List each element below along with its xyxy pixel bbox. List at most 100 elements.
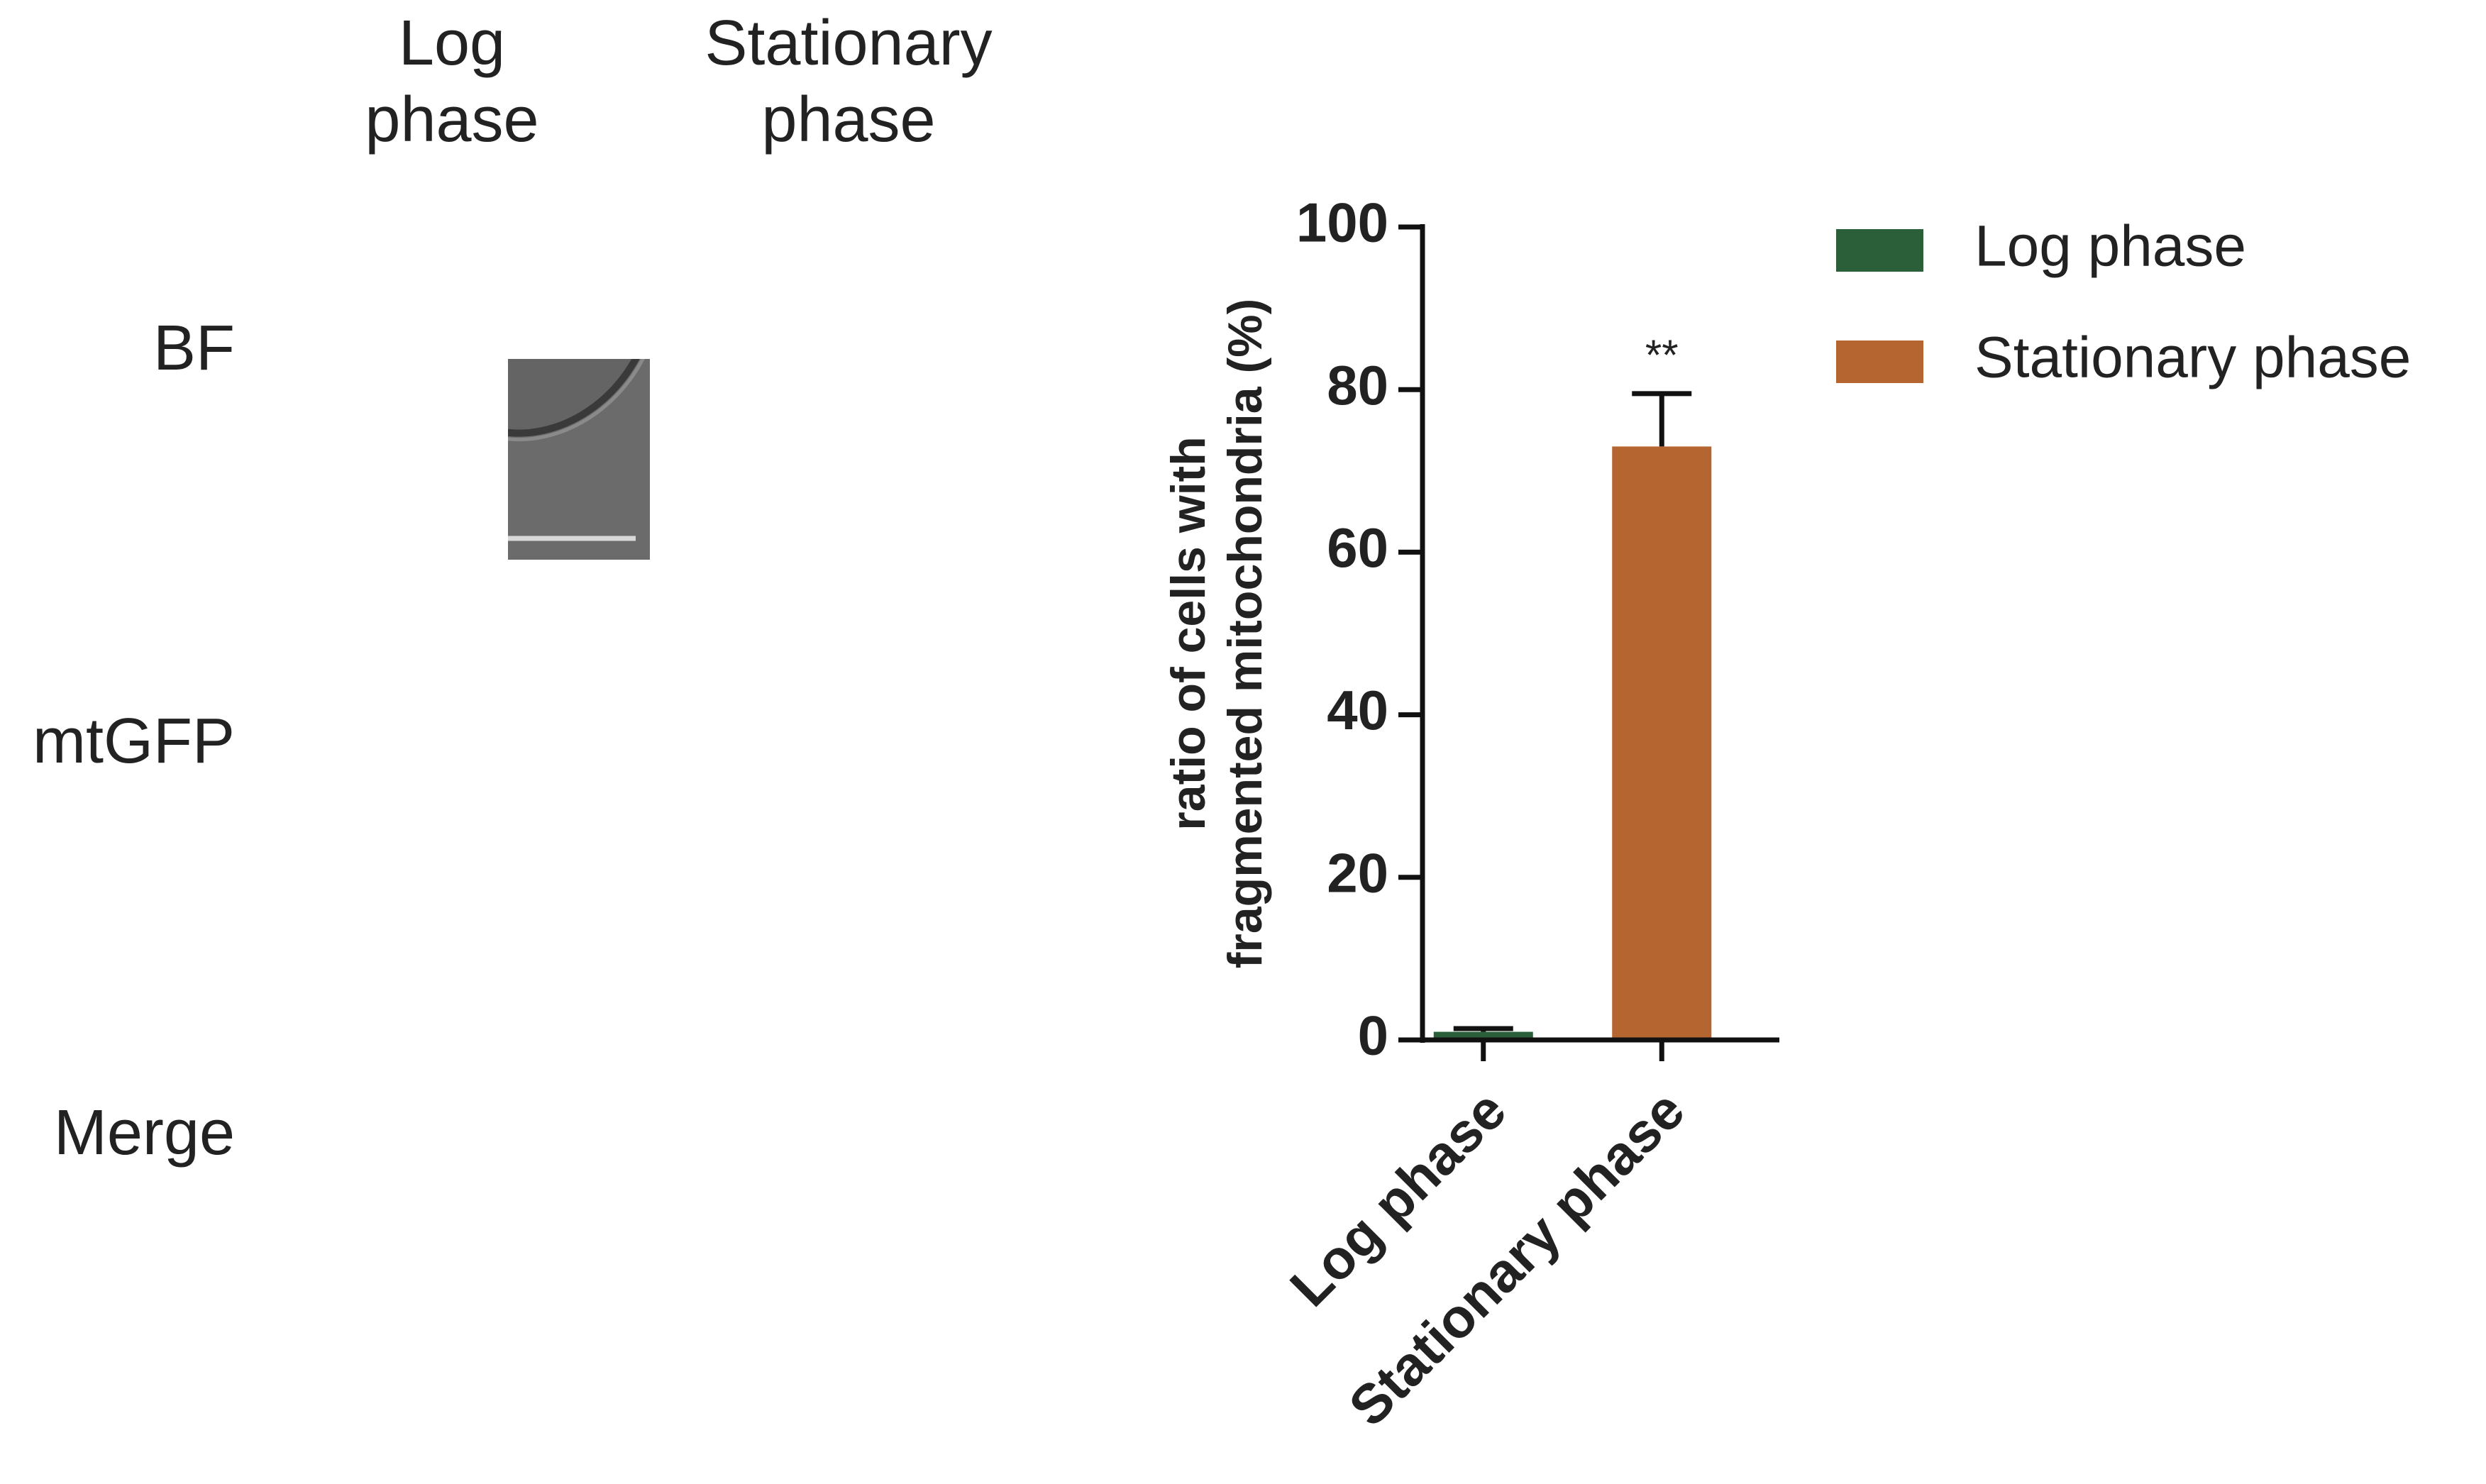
- mito-dot: [859, 739, 867, 747]
- mito-dot: [738, 781, 747, 790]
- mito-dot: [756, 816, 771, 831]
- mito-dot: [994, 633, 1007, 646]
- mito-dot: [922, 753, 937, 768]
- mito-dot: [983, 1013, 996, 1026]
- mito-dot: [988, 650, 996, 659]
- mito-dot: [905, 1048, 915, 1058]
- mito-dot: [857, 696, 872, 711]
- mito-dot: [930, 991, 944, 1005]
- mito-dot: [741, 780, 753, 792]
- mito-dot: [914, 575, 927, 589]
- mito-dot: [956, 1039, 967, 1051]
- mito-dot: [835, 1246, 850, 1261]
- mito-dot: [849, 641, 858, 650]
- mito-dot: [705, 1224, 714, 1234]
- mito-dot: [961, 1015, 971, 1025]
- mito-dot: [973, 677, 980, 685]
- mito-dot: [681, 1196, 690, 1205]
- mito-dot: [917, 602, 930, 615]
- mito-dot: [767, 848, 775, 855]
- mito-dot: [786, 882, 799, 895]
- mito-dot: [928, 1089, 941, 1102]
- mito-dot: [852, 664, 865, 677]
- mito-dot: [976, 749, 988, 760]
- cell-outline: [822, 179, 1034, 392]
- mito-dot: [1002, 699, 1015, 711]
- mito-dot: [728, 1236, 739, 1248]
- mito-dot: [691, 805, 704, 818]
- mito-dot: [886, 723, 897, 734]
- mito-dot: [789, 1280, 800, 1291]
- cell-outline: [270, 1178, 460, 1343]
- mito-dot: [701, 890, 710, 899]
- mito-dot: [775, 1231, 789, 1246]
- mito-dot: [979, 995, 991, 1007]
- mito-dot: [766, 821, 775, 831]
- mito-dot: [988, 610, 1003, 626]
- mito-dot: [984, 1070, 995, 1080]
- mito-dot: [951, 1082, 959, 1089]
- mito-dot: [850, 708, 863, 721]
- mito-dot: [900, 1080, 910, 1090]
- mito-dot: [819, 1194, 832, 1207]
- mito-dot: [692, 1202, 704, 1214]
- mito-dot: [942, 629, 952, 638]
- mito-dot: [991, 1024, 1005, 1038]
- mito-dot: [937, 697, 946, 706]
- mito-dot: [881, 711, 895, 725]
- mito-dot: [840, 854, 849, 863]
- mito-dot: [747, 929, 761, 943]
- mito-dot: [776, 776, 788, 788]
- mito-dot: [884, 685, 897, 697]
- mito-dot: [786, 768, 800, 781]
- mito-dot: [824, 833, 833, 842]
- mito-dot: [773, 780, 787, 794]
- mito-dot: [822, 828, 834, 840]
- mito-dot: [935, 1042, 947, 1054]
- mito-dot: [952, 982, 960, 990]
- mito-dot: [768, 1165, 780, 1178]
- mito-dot: [832, 858, 844, 870]
- mito-dot: [736, 910, 750, 924]
- mito-dot: [975, 1110, 985, 1121]
- mito-dot: [946, 692, 954, 699]
- mito-dot: [951, 1011, 966, 1026]
- mito-dot: [891, 724, 905, 738]
- mito-dot: [909, 607, 916, 614]
- mito-dot: [754, 1302, 768, 1316]
- mito-dot: [706, 890, 719, 902]
- mito-dot: [848, 673, 861, 687]
- legend-swatch: [1836, 229, 1923, 272]
- mito-dot: [741, 1236, 750, 1244]
- mito-dot: [810, 782, 819, 791]
- legend-label: Stationary phase: [1974, 326, 2411, 390]
- mito-dot: [888, 997, 898, 1007]
- mito-dot: [727, 1296, 740, 1309]
- mito-dot: [946, 1057, 955, 1066]
- mito-dot: [726, 1166, 734, 1174]
- cell-halo: [815, 958, 1041, 1183]
- mito-dot: [834, 1036, 849, 1051]
- mito-dot: [924, 611, 937, 625]
- mito-dot: [768, 1209, 783, 1225]
- mito-dot: [850, 662, 861, 673]
- mito-dot: [888, 1078, 902, 1092]
- y-tick-label: 0: [1358, 1004, 1388, 1067]
- mito-dot: [959, 1148, 969, 1158]
- mito-dot: [922, 680, 929, 687]
- mitochondria: [314, 1042, 588, 1328]
- mito-dot: [898, 688, 907, 697]
- mito-dot: [852, 1029, 861, 1037]
- mito-dot: [801, 785, 814, 798]
- mito-dot: [849, 615, 857, 624]
- mito-dot: [1000, 674, 1010, 683]
- mito-dot: [1003, 1048, 1018, 1063]
- mito-dot: [978, 648, 991, 661]
- mito-dot: [687, 1302, 700, 1314]
- mito-dot: [905, 706, 915, 716]
- mito-dot: [834, 820, 842, 828]
- mito-dot: [863, 602, 870, 609]
- y-axis-label: fragmented mitochondria (%): [1218, 299, 1272, 969]
- mito-dot: [720, 1159, 733, 1172]
- mito-dot: [857, 1021, 868, 1033]
